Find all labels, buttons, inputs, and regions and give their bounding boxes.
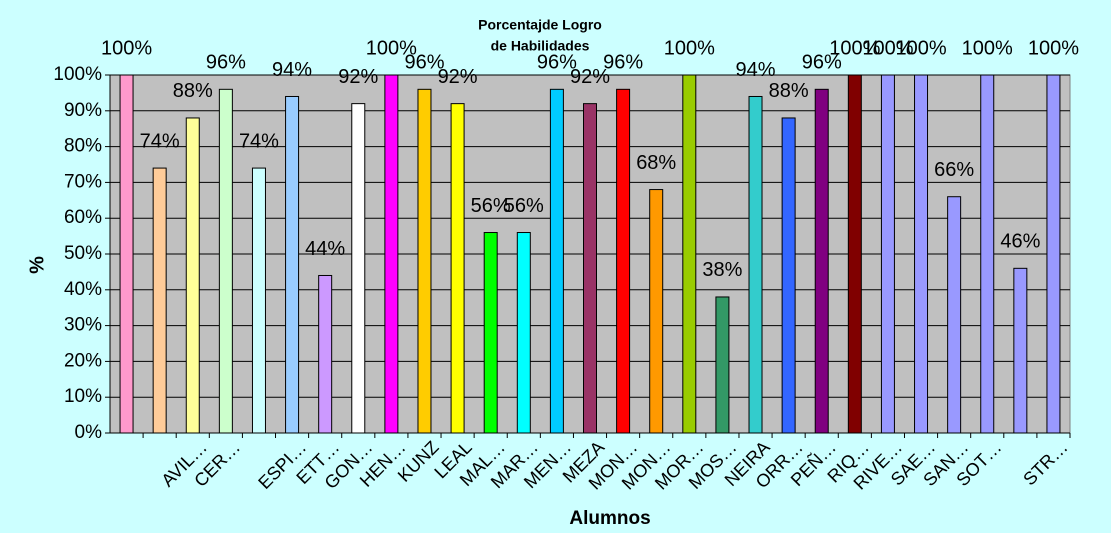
bar xyxy=(450,103,465,434)
y-tick-label: 60% xyxy=(64,207,102,228)
data-label: 100% xyxy=(101,37,152,59)
bar xyxy=(847,74,862,434)
bar xyxy=(781,117,796,434)
data-label: 96% xyxy=(537,52,577,74)
bar xyxy=(947,196,962,434)
data-label: 92% xyxy=(438,66,478,88)
y-tick-label: 20% xyxy=(64,350,102,371)
bar xyxy=(318,274,333,434)
bar xyxy=(914,74,929,434)
data-label: 56% xyxy=(471,195,511,217)
bar xyxy=(152,167,167,434)
chart-title: de Habilidades xyxy=(491,38,590,54)
y-tick-label: 100% xyxy=(53,64,102,85)
data-label: 96% xyxy=(802,52,842,74)
bar xyxy=(185,117,200,434)
data-label: 74% xyxy=(140,130,180,152)
data-label: 92% xyxy=(570,66,610,88)
bar xyxy=(814,88,829,434)
data-label: 66% xyxy=(934,159,974,181)
data-label: 96% xyxy=(603,52,643,74)
bar xyxy=(616,88,631,434)
y-tick-label: 90% xyxy=(64,100,102,121)
y-tick-label: 10% xyxy=(64,386,102,407)
y-tick-label: 70% xyxy=(64,171,102,192)
data-label: 100% xyxy=(1028,37,1079,59)
bar xyxy=(1013,267,1028,434)
bar xyxy=(1046,74,1061,434)
bar xyxy=(417,88,432,434)
data-label: 100% xyxy=(962,37,1013,59)
data-label: 100% xyxy=(366,37,417,59)
bar xyxy=(649,189,664,434)
y-axis-title: % xyxy=(26,256,48,274)
data-label: 94% xyxy=(272,59,312,81)
data-label: 100% xyxy=(664,37,715,59)
bar xyxy=(748,95,763,434)
data-label: 94% xyxy=(736,59,776,81)
data-label: 100% xyxy=(829,37,880,59)
chart-title: Porcentajde Logro xyxy=(478,17,602,33)
y-tick-label: 0% xyxy=(75,422,103,443)
bar xyxy=(583,103,597,434)
bar xyxy=(483,232,498,434)
data-label: 92% xyxy=(338,66,378,88)
data-label: 96% xyxy=(404,52,444,74)
data-label: 100% xyxy=(895,37,946,59)
data-label: 88% xyxy=(769,80,809,102)
bar xyxy=(715,296,730,434)
bar xyxy=(384,74,399,434)
data-label: 100% xyxy=(862,37,913,59)
x-axis-title: Alumnos xyxy=(569,508,650,529)
data-label: 46% xyxy=(1000,231,1040,253)
y-tick-label: 80% xyxy=(64,136,102,157)
data-label: 96% xyxy=(206,52,246,74)
data-label: 88% xyxy=(173,80,213,102)
bar xyxy=(880,74,895,434)
bar xyxy=(980,74,995,434)
y-tick-label: 40% xyxy=(64,279,102,300)
bar xyxy=(516,232,531,434)
bar xyxy=(119,74,134,434)
data-label: 38% xyxy=(702,259,742,281)
y-tick-label: 50% xyxy=(64,243,102,264)
bar xyxy=(285,95,300,434)
data-label: 56% xyxy=(504,195,544,217)
bar xyxy=(682,74,697,434)
bar xyxy=(218,88,233,434)
y-tick-label: 30% xyxy=(64,315,102,336)
bar xyxy=(351,103,366,434)
data-label: 44% xyxy=(305,238,345,260)
data-label: 68% xyxy=(636,152,676,174)
bar xyxy=(549,88,564,434)
data-label: 74% xyxy=(239,130,279,152)
bar xyxy=(251,167,266,434)
